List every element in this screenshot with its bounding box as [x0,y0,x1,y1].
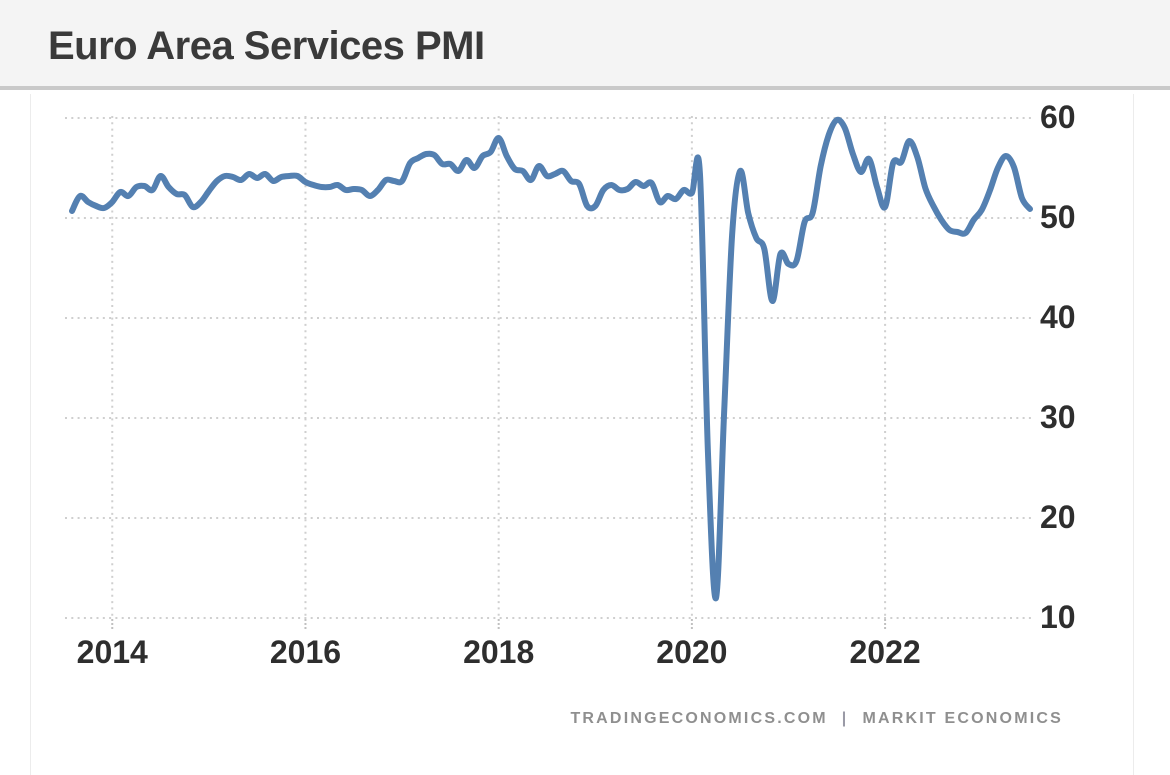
y-tick-label: 20 [1040,499,1076,535]
chart-area: 60 50 40 30 20 10 2014 2016 2018 2020 2022 TRADIN… [0,94,1170,775]
x-tick-label: 2014 [76,634,148,670]
card-right-border [1133,94,1134,775]
x-tick-label: 2018 [463,634,535,670]
page-title: Euro Area Services PMI [48,24,485,68]
source-separator: | [841,710,849,727]
y-tick-label: 30 [1040,399,1076,435]
x-tick-label: 2020 [656,634,728,670]
y-tick-label: 40 [1040,299,1076,335]
source-tradingeconomics: TRADINGECONOMICS.COM [570,710,828,727]
x-tick-label: 2022 [849,634,921,670]
card-left-border [30,94,31,775]
pmi-line-chart [65,116,1033,631]
y-tick-label: 50 [1040,199,1076,235]
source-markit: MARKIT ECONOMICS [862,710,1063,727]
chart-attribution: TRADINGECONOMICS.COM | MARKIT ECONOMICS [570,710,1063,728]
x-tick-label: 2016 [269,634,342,670]
y-tick-label: 60 [1040,99,1076,135]
header: Euro Area Services PMI [0,0,1170,90]
pmi-series-line [69,116,1033,602]
y-tick-label: 10 [1040,599,1076,635]
